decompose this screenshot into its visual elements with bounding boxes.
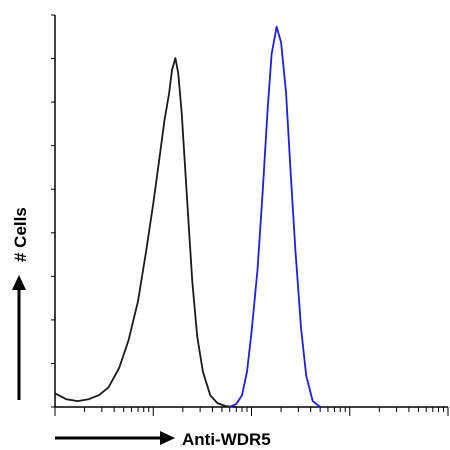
control-histogram-line bbox=[54, 57, 237, 408]
axis-ticks bbox=[51, 14, 449, 416]
x-axis-arrowhead bbox=[160, 431, 175, 445]
x-axis-label: Anti-WDR5 bbox=[182, 430, 271, 449]
plot-frame bbox=[54, 15, 448, 408]
anti-wdr5-histogram-line bbox=[229, 25, 321, 408]
y-axis-label: # Cells bbox=[11, 207, 30, 262]
y-axis-arrowhead bbox=[12, 275, 26, 290]
series-layer bbox=[54, 25, 321, 408]
